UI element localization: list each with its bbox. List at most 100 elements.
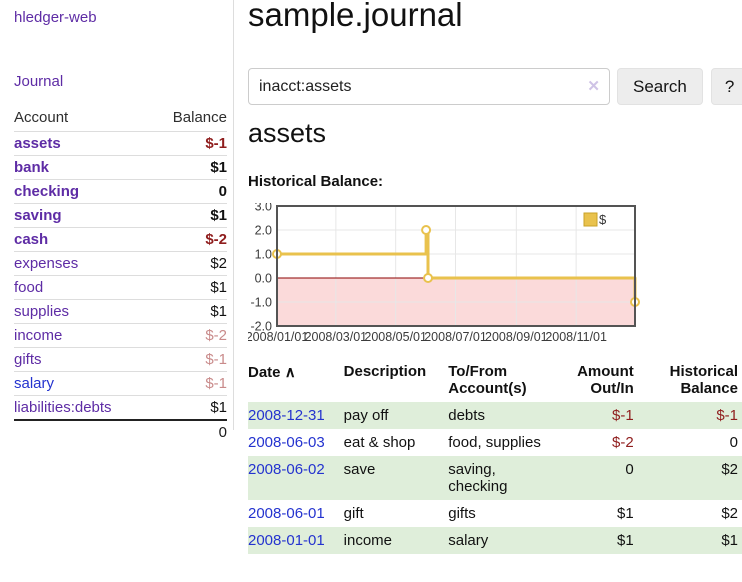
transaction-date-link[interactable]: 2008-12-31 [248, 407, 325, 424]
account-row: saving $1 [14, 203, 227, 228]
svg-text:2008/09/01: 2008/09/01 [485, 330, 548, 344]
transaction-accounts: salary [448, 532, 489, 549]
account-heading: assets [248, 118, 327, 148]
account-row: salary $-1 [14, 371, 227, 396]
account-row: food $1 [14, 275, 227, 300]
account-balance: $-2 [150, 323, 227, 348]
chart-title: Historical Balance: [248, 173, 384, 190]
account-row: liabilities:debts $1 [14, 395, 227, 420]
account-balance: $-1 [150, 347, 227, 372]
transaction-amount: $1 [617, 505, 634, 522]
svg-text:2008/05/01: 2008/05/01 [364, 330, 427, 344]
account-balance: $1 [150, 203, 227, 228]
register-header-balance: Historical Balance [669, 363, 738, 397]
transaction-description: eat & shop [343, 434, 416, 451]
account-row: assets $-1 [14, 131, 227, 156]
transaction-amount: $1 [617, 532, 634, 549]
accounts-header-row: Account Balance [14, 106, 227, 132]
transaction-description: save [343, 461, 376, 478]
accounts-table: Account Balance assets $-1 bank $1 check… [14, 106, 227, 444]
transaction-amount: $-1 [612, 407, 634, 424]
account-row: cash $-2 [14, 227, 227, 252]
transaction-date-link[interactable]: 2008-01-01 [248, 532, 325, 549]
account-link-saving[interactable]: saving [14, 207, 62, 224]
page-title: sample.journal [248, 0, 463, 33]
main-content: sample.journal ✕ Search ? assets Histori… [248, 0, 742, 582]
table-row: 2008-06-01 gift gifts $1 $2 [248, 500, 742, 527]
table-row: 2008-01-01 income salary $1 $1 [248, 527, 742, 554]
account-link-food[interactable]: food [14, 279, 44, 296]
account-balance: 0 [150, 179, 227, 204]
transaction-balance: $-1 [716, 407, 738, 424]
table-row: 2008-06-02 save saving, checking 0 $2 [248, 456, 742, 500]
svg-text:2.0: 2.0 [255, 224, 272, 238]
account-row: gifts $-1 [14, 347, 227, 372]
transaction-date-link[interactable]: 2008-06-02 [248, 461, 325, 478]
transaction-balance: $1 [721, 532, 738, 549]
register-header-description: Description [343, 363, 427, 380]
sidebar-item-journal[interactable]: Journal [14, 73, 64, 90]
accounts-header-account: Account [14, 109, 69, 126]
transaction-balance: $2 [721, 461, 738, 478]
svg-text:2008/03/01: 2008/03/01 [305, 330, 368, 344]
transaction-balance: 0 [729, 434, 738, 451]
svg-text:$: $ [599, 212, 607, 227]
account-row: income $-2 [14, 323, 227, 348]
transaction-accounts: saving, checking [448, 461, 508, 495]
svg-text:2008/01/01: 2008/01/01 [248, 330, 308, 344]
accounts-header-balance: Balance [172, 109, 227, 126]
search-form: ✕ Search ? [248, 68, 742, 105]
transaction-date-link[interactable]: 2008-06-01 [248, 505, 325, 522]
transaction-balance: $2 [721, 505, 738, 522]
transaction-amount: $-2 [612, 434, 634, 451]
account-balance: $-1 [150, 371, 227, 396]
register-table: Date ∧ Description To/From Account(s) Am… [248, 358, 742, 554]
transaction-accounts: debts [448, 407, 485, 424]
account-balance: $1 [150, 275, 227, 300]
account-link-liabilities-debts[interactable]: liabilities:debts [14, 399, 112, 416]
account-row: expenses $2 [14, 251, 227, 276]
clear-search-icon[interactable]: ✕ [587, 78, 600, 95]
register-header-date[interactable]: Date ∧ [248, 364, 296, 381]
register-header-amount: Amount Out/In [577, 363, 634, 397]
svg-text:-1.0: -1.0 [250, 296, 272, 310]
account-link-gifts[interactable]: gifts [14, 351, 42, 368]
transaction-description: gift [343, 505, 364, 522]
svg-text:2008/07/01: 2008/07/01 [424, 330, 487, 344]
historical-balance-chart: 3.0 2.0 1.0 0.0 -1.0 -2.0 2008/01/01 2008/03/01… [248, 203, 648, 345]
account-balance: $2 [150, 251, 227, 276]
account-link-bank[interactable]: bank [14, 159, 50, 176]
accounts-total-value: 0 [150, 419, 227, 444]
app-brand[interactable]: hledger-web [14, 9, 97, 26]
account-link-assets[interactable]: assets [14, 135, 61, 152]
sort-ascending-icon: ∧ [284, 364, 296, 381]
svg-text:2008/11/01: 2008/11/01 [545, 330, 607, 344]
account-balance: $-1 [150, 131, 227, 156]
help-button[interactable]: ? [710, 68, 742, 105]
account-balance: $1 [150, 155, 227, 180]
svg-text:-2.0: -2.0 [250, 320, 272, 334]
account-balance: $-2 [150, 227, 227, 252]
search-button[interactable]: Search [617, 68, 703, 105]
account-link-supplies[interactable]: supplies [14, 303, 70, 320]
transaction-amount: 0 [625, 461, 634, 478]
account-row: checking 0 [14, 179, 227, 204]
account-link-salary[interactable]: salary [14, 375, 55, 392]
account-row: bank $1 [14, 155, 227, 180]
accounts-total-row: 0 [14, 419, 227, 444]
account-link-cash[interactable]: cash [14, 231, 49, 248]
sidebar-divider [233, 0, 234, 430]
account-link-expenses[interactable]: expenses [14, 255, 79, 272]
account-row: supplies $1 [14, 299, 227, 324]
account-balance: $1 [150, 299, 227, 324]
sidebar: hledger-web Journal Account Balance asse… [14, 0, 227, 444]
search-input[interactable] [248, 68, 610, 105]
table-row: 2008-12-31 pay off debts $-1 $-1 [248, 402, 742, 429]
register-header-row: Date ∧ Description To/From Account(s) Am… [248, 358, 742, 402]
account-link-income[interactable]: income [14, 327, 63, 344]
svg-text:0.0: 0.0 [255, 272, 272, 286]
transaction-date-link[interactable]: 2008-06-03 [248, 434, 325, 451]
account-link-checking[interactable]: checking [14, 183, 80, 200]
table-row: 2008-06-03 eat & shop food, supplies $-2… [248, 429, 742, 456]
svg-text:1.0: 1.0 [255, 248, 272, 262]
